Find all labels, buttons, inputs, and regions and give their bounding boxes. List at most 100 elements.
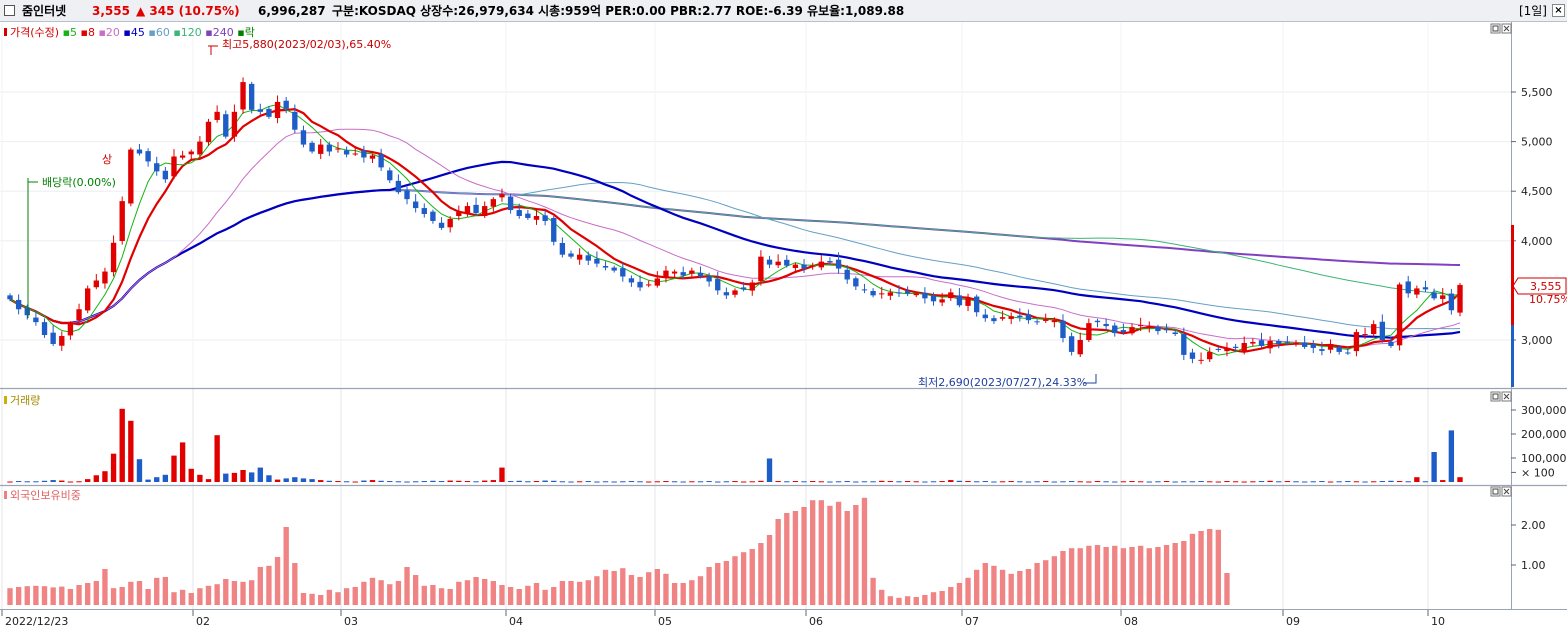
candle xyxy=(7,293,13,302)
foreign-ratio-bar xyxy=(136,581,143,605)
volume-bar xyxy=(1086,481,1092,483)
upper-limit-label: 상 xyxy=(102,153,112,166)
foreign-ratio-bar xyxy=(110,588,117,605)
candle xyxy=(1189,348,1196,364)
foreign-ratio-bar xyxy=(602,569,609,605)
candle xyxy=(128,147,134,207)
close-icon[interactable]: × xyxy=(1552,4,1565,17)
volume-bar xyxy=(835,481,842,483)
candle xyxy=(904,286,911,297)
candle xyxy=(1155,324,1161,335)
volume-bar xyxy=(283,478,289,482)
x-axis-label: 10 xyxy=(1431,615,1445,628)
foreign-ratio-bar xyxy=(827,505,833,605)
volume-bar xyxy=(576,481,583,483)
candle xyxy=(542,210,548,226)
panel-close-icon[interactable] xyxy=(1501,391,1512,402)
panel-close-icon[interactable] xyxy=(1501,486,1512,497)
volume-bar xyxy=(922,481,928,483)
volume-bar xyxy=(706,481,712,483)
candle xyxy=(1353,329,1360,357)
foreign-ratio-bar xyxy=(309,593,315,605)
foreign-ratio-bar xyxy=(464,580,471,605)
candle xyxy=(93,274,99,290)
volume-bar xyxy=(1129,481,1135,483)
volume-bar xyxy=(499,467,505,482)
panel-maximize-icon[interactable] xyxy=(1490,391,1501,402)
select-checkbox[interactable] xyxy=(4,5,15,16)
candle xyxy=(715,271,721,295)
candle xyxy=(1405,275,1411,298)
volume-bar xyxy=(1060,481,1066,483)
candle xyxy=(1077,332,1083,358)
volume-bar xyxy=(887,481,894,483)
candle xyxy=(948,288,954,301)
volume-bar xyxy=(85,479,91,482)
volume-bar xyxy=(387,481,393,483)
candle xyxy=(179,150,186,160)
volume-bar xyxy=(438,481,445,483)
candle xyxy=(620,262,626,282)
volume-bar xyxy=(948,480,954,482)
candle xyxy=(482,201,488,218)
candle xyxy=(378,148,384,171)
candle xyxy=(292,104,298,134)
candle xyxy=(576,248,583,265)
volume-bar xyxy=(749,481,755,483)
foreign-ratio-bar xyxy=(369,577,376,605)
foreign-ratio-bar xyxy=(1086,545,1092,605)
candle xyxy=(1362,327,1368,339)
volume-bar xyxy=(1371,481,1377,483)
volume-bar xyxy=(1336,481,1342,483)
candle xyxy=(723,287,730,299)
volume-bar xyxy=(568,481,574,483)
foreign-ratio-bar xyxy=(930,592,937,605)
volume-bar xyxy=(266,475,272,482)
candle xyxy=(387,167,393,184)
volume-bar xyxy=(827,481,833,483)
volume-bar xyxy=(1043,481,1049,483)
foreign-ratio-bar xyxy=(844,511,850,605)
svg-text:배당락(0.00%): 배당락(0.00%) xyxy=(42,176,116,189)
panel-maximize-icon[interactable] xyxy=(1490,23,1501,34)
candle xyxy=(1017,308,1023,322)
foreign-ratio-bar xyxy=(689,580,695,605)
foreign-ratio-bar xyxy=(499,585,505,605)
candle xyxy=(835,252,842,274)
candle xyxy=(15,294,22,315)
volume-bar xyxy=(1172,481,1178,483)
volume-bar xyxy=(1267,480,1273,482)
panel-close-icon[interactable] xyxy=(1501,23,1512,34)
stock-chart[interactable]: 5,500 5,000 4,500 4,000 3,000 300,000 200,000 1… xyxy=(0,22,1567,630)
foreign-axis-tick: 2.00 xyxy=(1521,519,1546,532)
candle xyxy=(50,325,56,346)
candle xyxy=(879,286,885,299)
stock-name[interactable]: 줌인터넷 xyxy=(22,4,67,18)
candle xyxy=(801,259,807,273)
candle xyxy=(1431,288,1437,301)
candle xyxy=(516,203,522,219)
foreign-ratio-bar xyxy=(1146,548,1152,605)
foreign-ratio-bar xyxy=(956,583,963,605)
volume-bar xyxy=(637,481,643,483)
volume-bar xyxy=(1232,481,1239,483)
period-selector[interactable]: [1일] xyxy=(1518,4,1547,18)
volume-bar xyxy=(197,474,203,482)
foreign-ratio-bar xyxy=(1155,547,1161,605)
panel-maximize-icon[interactable] xyxy=(1490,486,1501,497)
volume-bar xyxy=(59,480,65,482)
candle xyxy=(283,96,289,114)
volume-bar xyxy=(1327,481,1334,483)
candle xyxy=(136,143,143,156)
foreign-ratio-bar xyxy=(551,587,557,605)
volume-bar xyxy=(844,481,850,483)
foreign-ratio-bar xyxy=(266,565,272,605)
candle xyxy=(1371,320,1377,338)
candle xyxy=(395,174,402,195)
volume-bar xyxy=(248,472,255,482)
price-axis-tick: 4,500 xyxy=(1521,185,1553,198)
foreign-ratio-bar xyxy=(300,593,307,605)
candle xyxy=(810,262,816,270)
candle xyxy=(1448,288,1455,315)
volume-bar xyxy=(240,470,246,482)
